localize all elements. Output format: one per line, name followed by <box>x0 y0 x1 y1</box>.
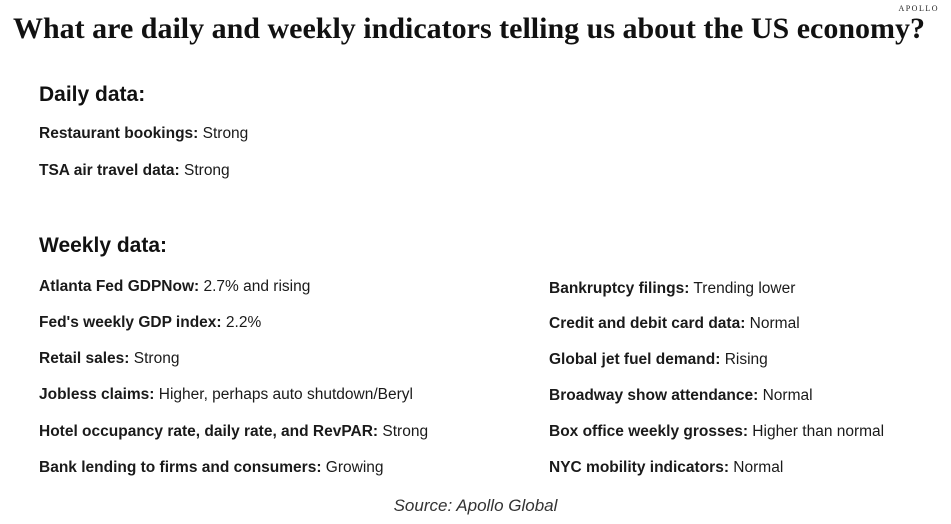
item-label: Retail sales: <box>39 350 130 367</box>
daily-item-restaurant-bookings: Restaurant bookings: Strong <box>39 125 248 143</box>
item-value: Strong <box>198 125 249 142</box>
item-value: Growing <box>321 459 384 476</box>
source-caption: Source: Apollo Global <box>393 496 558 515</box>
item-label: Jobless claims: <box>39 386 155 403</box>
daily-data-heading: Daily data: <box>39 83 146 106</box>
weekly-item-box-office-grosses: Box office weekly grosses: Higher than n… <box>549 423 884 441</box>
item-label: Hotel occupancy rate, daily rate, and Re… <box>39 423 379 440</box>
weekly-item-bankruptcy-filings: Bankruptcy filings: Trending lower <box>549 280 795 298</box>
item-value: 2.2% <box>221 314 262 331</box>
item-value: Normal <box>745 315 800 332</box>
daily-item-tsa-air-travel: TSA air travel data: Strong <box>39 162 230 180</box>
item-value: Strong <box>378 423 429 440</box>
item-value: Normal <box>729 459 784 476</box>
item-label: Bankruptcy filings: <box>549 280 690 297</box>
weekly-item-nyc-mobility: NYC mobility indicators: Normal <box>549 459 783 477</box>
item-label: Bank lending to firms and consumers: <box>39 459 322 476</box>
item-label: Credit and debit card data: <box>549 315 746 332</box>
item-label: Global jet fuel demand: <box>549 351 721 368</box>
weekly-data-heading: Weekly data: <box>39 234 167 257</box>
weekly-item-jet-fuel-demand: Global jet fuel demand: Rising <box>549 351 768 369</box>
weekly-item-atlanta-fed-gdpnow: Atlanta Fed GDPNow: 2.7% and rising <box>39 278 310 296</box>
item-value: Normal <box>758 387 813 404</box>
item-label: Box office weekly grosses: <box>549 423 748 440</box>
item-value: Rising <box>720 351 768 368</box>
item-label: Atlanta Fed GDPNow: <box>39 278 200 295</box>
item-label: TSA air travel data: <box>39 162 180 179</box>
item-value: Higher, perhaps auto shutdown/Beryl <box>154 386 413 403</box>
item-value: Strong <box>129 350 180 367</box>
weekly-item-card-data: Credit and debit card data: Normal <box>549 315 800 333</box>
weekly-item-broadway-attendance: Broadway show attendance: Normal <box>549 387 813 405</box>
item-value: 2.7% and rising <box>199 278 311 295</box>
item-value: Strong <box>179 162 230 179</box>
item-value: Higher than normal <box>748 423 885 440</box>
page-title: What are daily and weekly indicators tel… <box>13 12 925 45</box>
apollo-logo: APOLLO <box>898 4 939 13</box>
item-value: Trending lower <box>689 280 796 297</box>
item-label: NYC mobility indicators: <box>549 459 729 476</box>
weekly-item-fed-weekly-gdp: Fed's weekly GDP index: 2.2% <box>39 314 261 332</box>
item-label: Restaurant bookings: <box>39 125 199 142</box>
weekly-item-hotel-occupancy: Hotel occupancy rate, daily rate, and Re… <box>39 423 428 441</box>
weekly-item-jobless-claims: Jobless claims: Higher, perhaps auto shu… <box>39 386 413 404</box>
item-label: Fed's weekly GDP index: <box>39 314 222 331</box>
weekly-item-retail-sales: Retail sales: Strong <box>39 350 179 368</box>
weekly-item-bank-lending: Bank lending to firms and consumers: Gro… <box>39 459 384 477</box>
item-label: Broadway show attendance: <box>549 387 759 404</box>
